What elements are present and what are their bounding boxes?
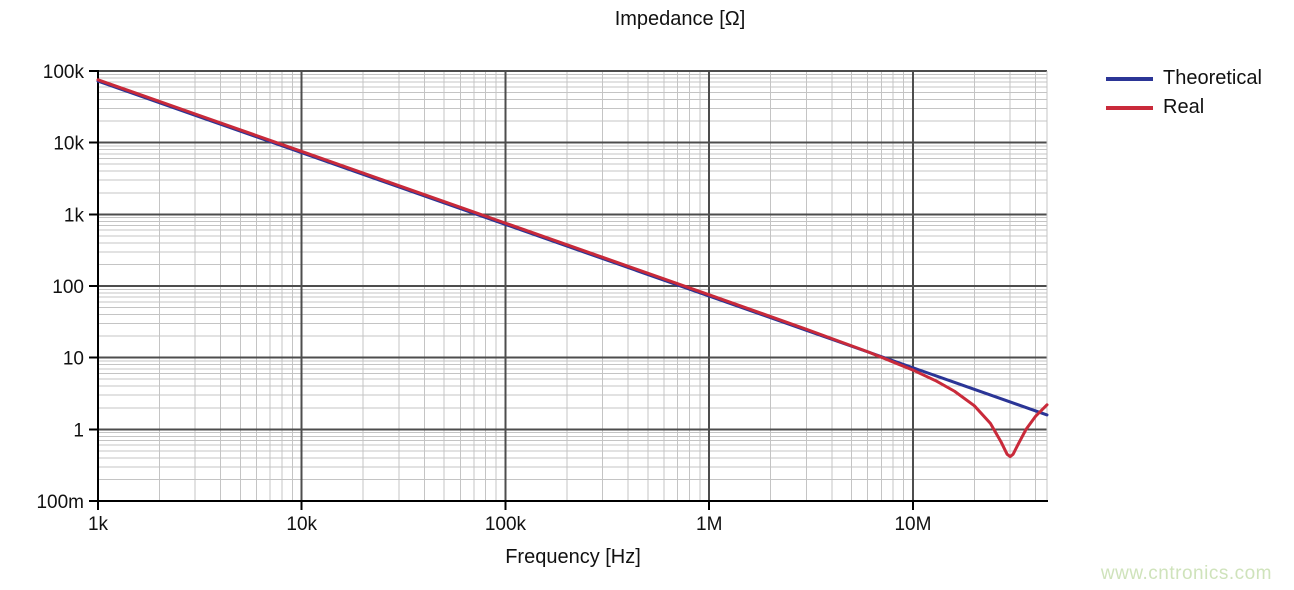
- y-tick-label: 10k: [53, 134, 84, 155]
- y-tick-label: 100: [52, 277, 84, 298]
- x-tick-label: 10k: [286, 514, 317, 535]
- x-axis-label: Frequency [Hz]: [505, 546, 641, 568]
- y-tick-label: 1: [73, 420, 84, 441]
- x-tick-label: 10M: [894, 514, 931, 535]
- legend-label-theoretical: Theoretical: [1163, 67, 1262, 89]
- real-line-swatch: [1106, 105, 1153, 110]
- legend: Theoretical Real: [1106, 64, 1262, 122]
- y-tick-label: 1k: [64, 205, 85, 226]
- x-tick-label: 100k: [485, 514, 527, 535]
- x-tick-label: 1M: [696, 514, 722, 535]
- legend-item-real: Real: [1106, 93, 1262, 122]
- theoretical-line-swatch: [1106, 76, 1153, 81]
- y-tick-label: 100k: [43, 62, 85, 83]
- legend-item-theoretical: Theoretical: [1106, 64, 1262, 93]
- x-tick-label: 1k: [88, 514, 109, 535]
- y-tick-label: 10: [63, 349, 84, 370]
- chart-title: Impedance [Ω]: [614, 8, 746, 30]
- y-tick-label: 100m: [36, 492, 84, 513]
- legend-label-real: Real: [1163, 96, 1205, 118]
- curve-real: [96, 78, 1049, 459]
- watermark: www.cntronics.com: [1100, 563, 1272, 584]
